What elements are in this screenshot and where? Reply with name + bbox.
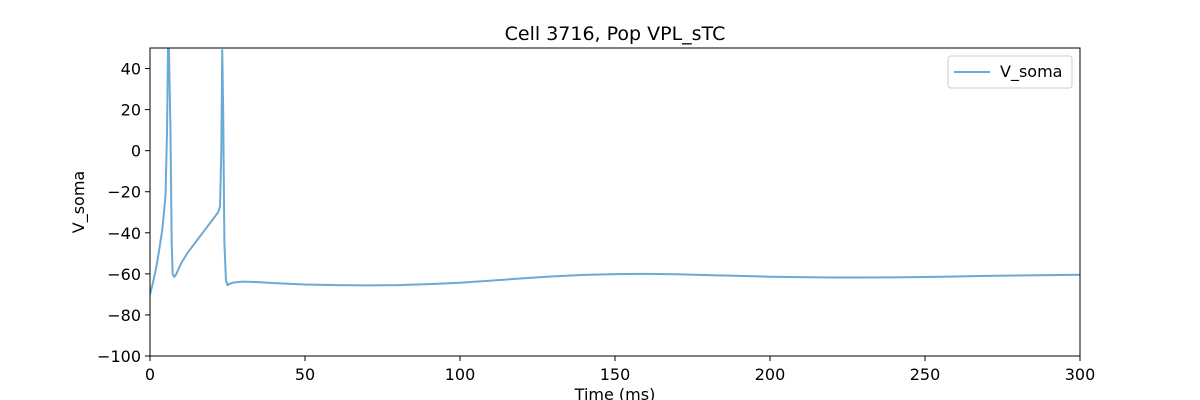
x-axis-ticks: 0 50 100 150 200 250 300 xyxy=(145,356,1095,384)
y-tick-label: −100 xyxy=(97,347,141,366)
x-tick-label: 0 xyxy=(145,365,155,384)
chart-title: Cell 3716, Pop VPL_sTC xyxy=(505,23,726,45)
legend-label-v-soma: V_soma xyxy=(1000,62,1062,82)
y-tick-label: 0 xyxy=(131,142,141,161)
x-tick-label: 200 xyxy=(755,365,786,384)
y-tick-label: −80 xyxy=(107,306,141,325)
legend-box xyxy=(947,55,1073,89)
y-axis-ticks: −100 −80 −60 −40 −20 0 20 40 xyxy=(97,60,150,366)
y-tick-label: 20 xyxy=(121,101,141,120)
x-tick-label: 100 xyxy=(445,365,476,384)
x-tick-label: 50 xyxy=(295,365,315,384)
y-tick-label: −20 xyxy=(107,183,141,202)
x-axis-label: Time (ms) xyxy=(574,385,656,400)
legend: V_soma xyxy=(947,55,1073,89)
x-tick-label: 300 xyxy=(1065,365,1096,384)
y-tick-label: 40 xyxy=(121,60,141,79)
y-axis-label: V_soma xyxy=(69,171,89,233)
x-tick-label: 150 xyxy=(600,365,631,384)
series-line-v-soma xyxy=(150,48,1080,296)
y-tick-label: −60 xyxy=(107,265,141,284)
y-tick-label: −40 xyxy=(107,224,141,243)
x-tick-label: 250 xyxy=(910,365,941,384)
plot-frame xyxy=(149,47,1081,357)
